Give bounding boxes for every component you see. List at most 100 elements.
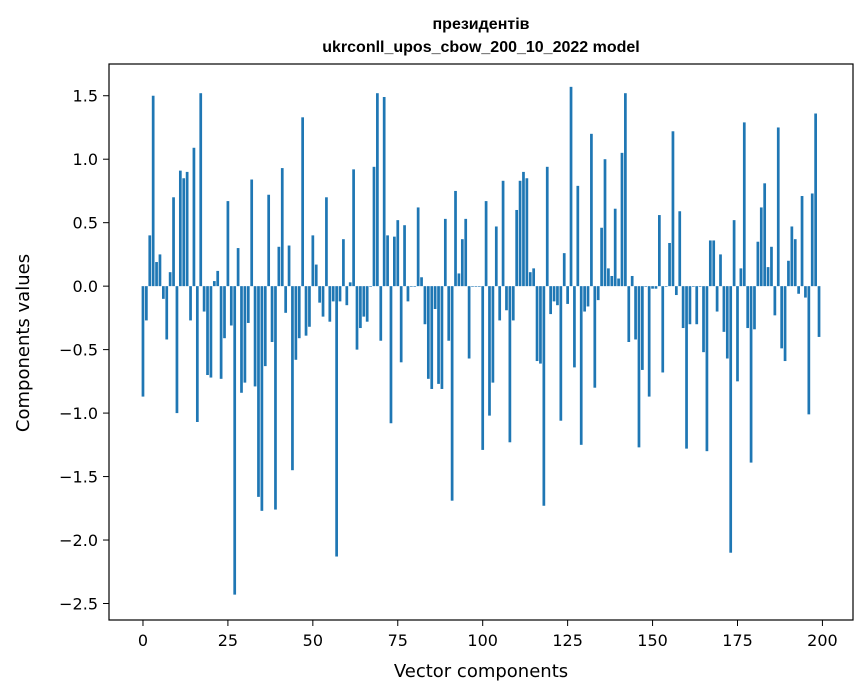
chart-title-line-1: президентів xyxy=(433,16,530,33)
bar xyxy=(416,207,420,287)
bar xyxy=(406,286,410,302)
bar xyxy=(145,286,148,321)
bar xyxy=(155,262,158,287)
bar xyxy=(603,159,607,287)
chart-title-line-2: ukrconll_upos_cbow_200_10_2022 model xyxy=(322,39,639,56)
bar xyxy=(579,286,583,445)
bar xyxy=(658,215,661,287)
bar xyxy=(620,152,624,287)
bar xyxy=(345,286,349,306)
bar xyxy=(756,241,760,287)
bar xyxy=(236,248,240,287)
bar xyxy=(454,190,457,287)
x-tick-label: 150 xyxy=(637,631,668,650)
bar xyxy=(450,286,454,501)
bar xyxy=(817,286,821,337)
bar xyxy=(294,286,298,360)
bar xyxy=(562,253,566,287)
bar xyxy=(209,286,213,378)
bar xyxy=(158,254,162,287)
bar xyxy=(790,226,794,287)
bar xyxy=(511,286,515,321)
bar xyxy=(321,286,325,317)
y-tick-label: 1.5 xyxy=(73,87,98,106)
bar xyxy=(702,286,705,353)
bar xyxy=(800,196,804,287)
bar xyxy=(484,201,488,287)
bar xyxy=(736,286,739,382)
bar xyxy=(627,286,631,342)
bar xyxy=(810,193,814,287)
bar xyxy=(223,286,226,339)
bar xyxy=(474,286,478,287)
bar xyxy=(556,286,559,306)
bar xyxy=(420,277,423,287)
bar xyxy=(274,286,277,510)
bar xyxy=(182,178,186,287)
bar xyxy=(705,286,709,452)
bar xyxy=(797,286,800,294)
bar xyxy=(460,239,464,287)
bar xyxy=(440,286,444,389)
bar xyxy=(753,286,756,330)
bar xyxy=(362,286,366,317)
bar xyxy=(328,286,332,322)
bar xyxy=(192,147,196,287)
bar xyxy=(807,286,811,415)
bar xyxy=(766,267,770,287)
bar xyxy=(593,286,597,388)
bar xyxy=(212,281,216,287)
bar xyxy=(746,286,750,329)
bar xyxy=(617,278,620,287)
bar xyxy=(596,286,600,301)
bar xyxy=(189,286,192,321)
bar xyxy=(678,211,682,287)
bar xyxy=(725,286,729,359)
bar xyxy=(229,286,233,326)
bar xyxy=(770,246,773,287)
bar xyxy=(804,286,807,298)
bar xyxy=(151,95,155,287)
bar xyxy=(583,286,586,312)
bar xyxy=(674,286,678,296)
bar xyxy=(729,286,733,553)
bar xyxy=(297,286,301,339)
bar xyxy=(226,201,230,287)
y-tick-label: −2.0 xyxy=(59,531,98,550)
bar xyxy=(342,239,345,287)
bar xyxy=(708,240,712,287)
bar xyxy=(311,235,315,287)
bar xyxy=(719,254,722,287)
bar xyxy=(688,286,692,325)
x-axis-label: Vector components xyxy=(394,661,568,682)
bar xyxy=(549,286,552,315)
bar xyxy=(515,209,519,287)
x-tick-label: 100 xyxy=(467,631,498,650)
bars-group xyxy=(141,86,821,595)
bar xyxy=(590,133,593,287)
bar xyxy=(664,286,668,287)
bar xyxy=(372,166,376,287)
bar xyxy=(607,268,610,287)
bar xyxy=(437,286,440,384)
bar xyxy=(403,225,406,287)
bar xyxy=(443,218,447,287)
bar xyxy=(148,235,152,287)
bar xyxy=(780,286,784,349)
y-tick-label: −2.5 xyxy=(59,594,98,613)
bar xyxy=(216,270,220,287)
bar xyxy=(477,286,481,287)
bar xyxy=(335,286,338,557)
bar xyxy=(814,113,817,287)
bar xyxy=(712,240,716,287)
bar xyxy=(464,218,468,287)
bar xyxy=(260,286,264,511)
bar xyxy=(715,286,719,312)
y-tick-label: 0.0 xyxy=(73,277,98,296)
bar xyxy=(525,178,529,287)
bar xyxy=(172,197,175,287)
bar xyxy=(793,239,797,287)
bar xyxy=(698,286,702,287)
bar xyxy=(301,117,304,287)
bar xyxy=(610,275,614,287)
